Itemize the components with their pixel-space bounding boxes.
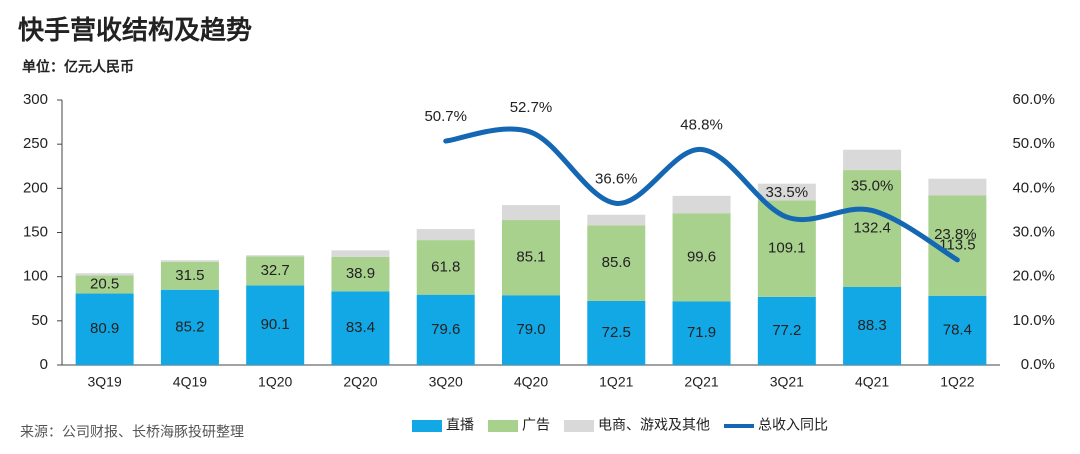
x-tick-label: 3Q20 (429, 374, 463, 390)
x-tick-label: 4Q20 (514, 374, 548, 390)
line-label: 52.7% (510, 99, 553, 116)
data-label: 79.6 (431, 321, 460, 338)
bar-segment (928, 295, 987, 365)
line-label: 35.0% (851, 177, 894, 194)
line-label: 33.5% (766, 184, 809, 201)
bar-segment (757, 183, 816, 201)
bar-segment (160, 289, 219, 365)
legend-label: 电商、游戏及其他 (598, 417, 710, 433)
data-label: 109.1 (768, 240, 806, 257)
bar-segment (416, 294, 475, 365)
bar-segment (502, 205, 560, 221)
bar-segment (331, 250, 390, 257)
line-series (443, 126, 960, 263)
y2-tick-label: 40.0% (1012, 179, 1055, 196)
legend-swatch (412, 420, 442, 432)
data-label: 85.6 (602, 254, 631, 271)
data-label: 83.4 (346, 319, 375, 336)
data-label: 78.4 (943, 321, 972, 338)
legend-label: 广告 (522, 417, 550, 433)
data-label: 32.7 (261, 262, 290, 279)
source-note: 来源：公司财报、长桥海豚投研整理 (20, 424, 244, 440)
data-label: 113.5 (939, 237, 975, 254)
bar-segment (246, 256, 305, 286)
data-label: 132.4 (853, 219, 891, 236)
bar-segment (928, 178, 987, 196)
line-label: 48.8% (680, 116, 723, 133)
bar-segment (843, 149, 902, 171)
data-label: 80.9 (90, 320, 119, 337)
x-tick-label: 1Q20 (258, 374, 292, 390)
data-label: 99.6 (687, 248, 716, 265)
y-tick-label: 50 (31, 312, 48, 329)
x-tick-label: 2Q21 (684, 374, 718, 390)
bar-segment (331, 291, 390, 365)
x-tick-label: 4Q19 (173, 374, 207, 390)
data-label: 61.8 (431, 258, 460, 275)
bar-segment (416, 229, 475, 241)
y-tick-label: 150 (23, 223, 48, 240)
data-label: 71.9 (687, 324, 716, 341)
x-tick-label: 1Q22 (940, 374, 974, 390)
data-label: 88.3 (857, 317, 886, 334)
bar-segment (502, 220, 560, 296)
bar-segment (75, 273, 134, 276)
data-label: 77.2 (772, 322, 801, 339)
bar-segment (587, 214, 646, 226)
bar-segment (160, 261, 219, 290)
data-label: 85.1 (516, 249, 545, 266)
x-tick-label: 3Q19 (88, 374, 122, 390)
line-label: 23.8% (934, 226, 977, 243)
x-tick-label: 3Q21 (770, 374, 804, 390)
y2-tick-label: 60.0% (1012, 91, 1055, 108)
bar-segment (672, 213, 731, 302)
data-label: 31.5 (175, 267, 204, 284)
y2-tick-label: 50.0% (1012, 135, 1055, 152)
x-tick-label: 2Q20 (343, 374, 377, 390)
chart-subtitle: 单位：亿元人民币 (22, 59, 134, 75)
bar-segment (672, 301, 731, 365)
bar-segment (160, 260, 219, 262)
y2-tick-label: 20.0% (1012, 268, 1055, 285)
y-tick-label: 200 (23, 179, 48, 196)
bar-segment (587, 225, 646, 301)
y2-tick-label: 30.0% (1012, 223, 1055, 240)
bar-segment (416, 240, 475, 295)
bar-segment (757, 296, 816, 365)
bar-segment (672, 195, 731, 214)
y2-tick-label: 10.0% (1012, 312, 1055, 329)
x-tick-label: 4Q21 (855, 374, 889, 390)
line-label: 50.7% (424, 108, 467, 125)
legend-label: 总收入同比 (758, 417, 828, 433)
y-tick-label: 250 (23, 135, 48, 152)
data-label: 90.1 (261, 316, 290, 333)
bar-segment (246, 255, 305, 257)
bar-segment (843, 287, 902, 365)
y2-tick-label: 0.0% (1021, 356, 1055, 373)
bar-segment (75, 275, 134, 294)
y-tick-label: 300 (23, 91, 48, 108)
legend-swatch (564, 420, 594, 432)
bar-segment (502, 295, 560, 365)
data-label: 72.5 (602, 324, 631, 341)
y-tick-label: 0 (40, 356, 48, 373)
y-tick-label: 100 (23, 268, 48, 285)
legend-swatch (488, 420, 518, 432)
chart-title: 快手营收结构及趋势 (18, 15, 252, 45)
bar-segment (843, 170, 902, 288)
data-label: 85.2 (175, 318, 204, 335)
bar-segment (246, 285, 305, 365)
bar-segment (587, 300, 646, 365)
data-label: 79.0 (516, 321, 545, 338)
legend-label: 直播 (446, 417, 474, 433)
data-label: 38.9 (346, 265, 375, 282)
x-tick-label: 1Q21 (599, 374, 633, 390)
data-label: 20.5 (90, 275, 119, 292)
line-label: 36.6% (595, 170, 638, 187)
bar-segment (75, 293, 134, 365)
bar-segment (331, 256, 390, 292)
